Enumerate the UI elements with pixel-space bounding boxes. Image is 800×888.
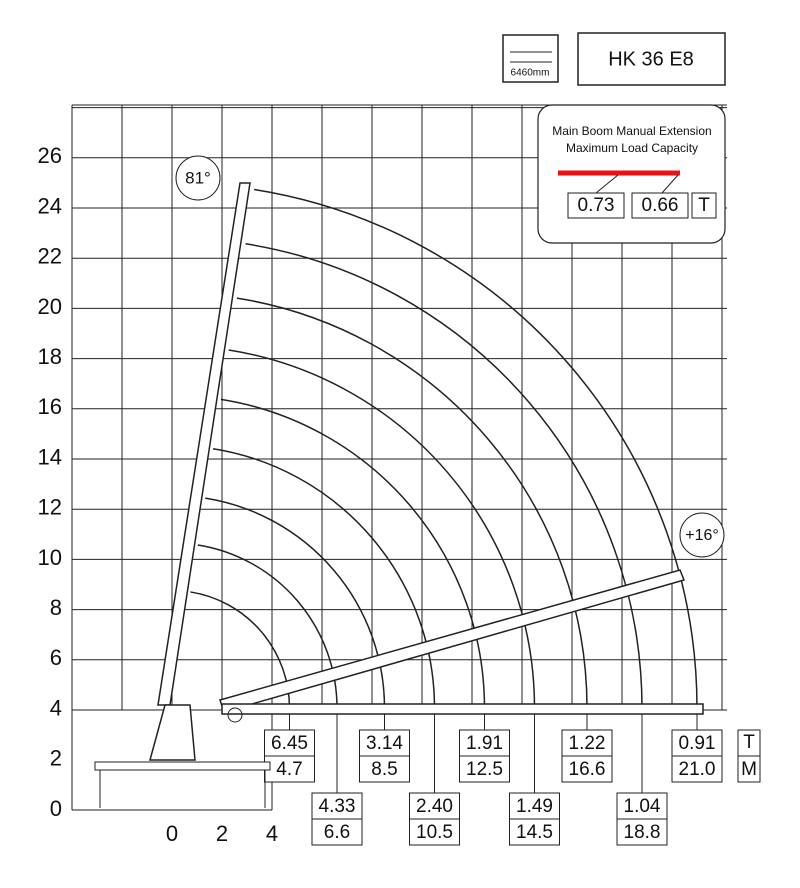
outrigger — [94, 761, 271, 771]
y-label: 2 — [50, 746, 62, 771]
y-label: 18 — [38, 344, 62, 369]
reach-arc — [254, 188, 698, 709]
y-label: 6 — [50, 645, 62, 670]
reach-icon-box — [502, 34, 559, 83]
capacity-box — [631, 192, 689, 219]
reach-icon-label: 6460mm — [511, 68, 550, 79]
reach-value: 14.5 — [516, 822, 553, 843]
load-value: 2.40 — [416, 796, 453, 817]
reach-arc — [220, 398, 486, 709]
y-label: 0 — [50, 796, 62, 821]
reach-value: 4.7 — [276, 759, 302, 780]
y-label: 12 — [38, 495, 62, 520]
leader — [595, 174, 619, 194]
extension-title: Main Boom Manual Extension — [552, 124, 711, 138]
reach-value: 8.5 — [371, 759, 397, 780]
angle-circle — [175, 155, 221, 201]
reach-arc — [205, 497, 386, 709]
y-label: 20 — [38, 294, 62, 319]
y-label: 22 — [38, 244, 62, 269]
load-value: 6.45 — [271, 733, 308, 754]
load-value: 1.91 — [466, 733, 503, 754]
reach-arc — [228, 349, 536, 709]
joint — [227, 707, 243, 723]
reach-arc — [245, 243, 643, 709]
capacity-box — [567, 192, 625, 219]
capacity: 0.73 — [578, 195, 615, 216]
x-label: 2 — [216, 821, 228, 846]
reach-arc — [236, 297, 588, 709]
reach-value: 21.0 — [679, 759, 716, 780]
angle-circle — [679, 512, 725, 558]
model-box — [577, 32, 726, 86]
reach-arc — [212, 447, 436, 709]
capacity-unit: T — [698, 195, 710, 216]
extension-title: Maximum Load Capacity — [566, 141, 698, 155]
reach-value: 6.6 — [324, 822, 350, 843]
crane-column — [149, 704, 196, 761]
y-label: 16 — [38, 394, 62, 419]
load-unit: T — [743, 732, 755, 753]
leader — [661, 174, 679, 194]
y-label: 10 — [38, 545, 62, 570]
x-label: 4 — [266, 821, 278, 846]
booms — [94, 182, 704, 808]
load-value: 1.49 — [516, 796, 553, 817]
min-angle: +16° — [685, 527, 719, 544]
boom-0 — [221, 703, 704, 715]
reach-value: 18.8 — [624, 822, 661, 843]
load-value: 1.04 — [624, 796, 661, 817]
y-label: 4 — [50, 695, 62, 720]
model-name: HK 36 E8 — [608, 48, 694, 70]
y-label: 24 — [38, 193, 62, 218]
y-label: 26 — [38, 143, 62, 168]
reach-value: 12.5 — [466, 759, 503, 780]
load-value: 4.33 — [319, 796, 356, 817]
reach-value: 10.5 — [416, 822, 453, 843]
y-label: 8 — [50, 595, 62, 620]
y-label: 14 — [38, 444, 62, 469]
max-angle: 81° — [185, 168, 211, 187]
capacity: 0.66 — [642, 195, 679, 216]
load-value: 3.14 — [366, 733, 403, 754]
x-label: 0 — [166, 821, 178, 846]
load-value: 1.22 — [569, 733, 606, 754]
load-value: 0.91 — [679, 733, 716, 754]
reach-unit: M — [741, 759, 757, 780]
unit-box — [691, 192, 717, 219]
reach-value: 16.6 — [569, 759, 606, 780]
